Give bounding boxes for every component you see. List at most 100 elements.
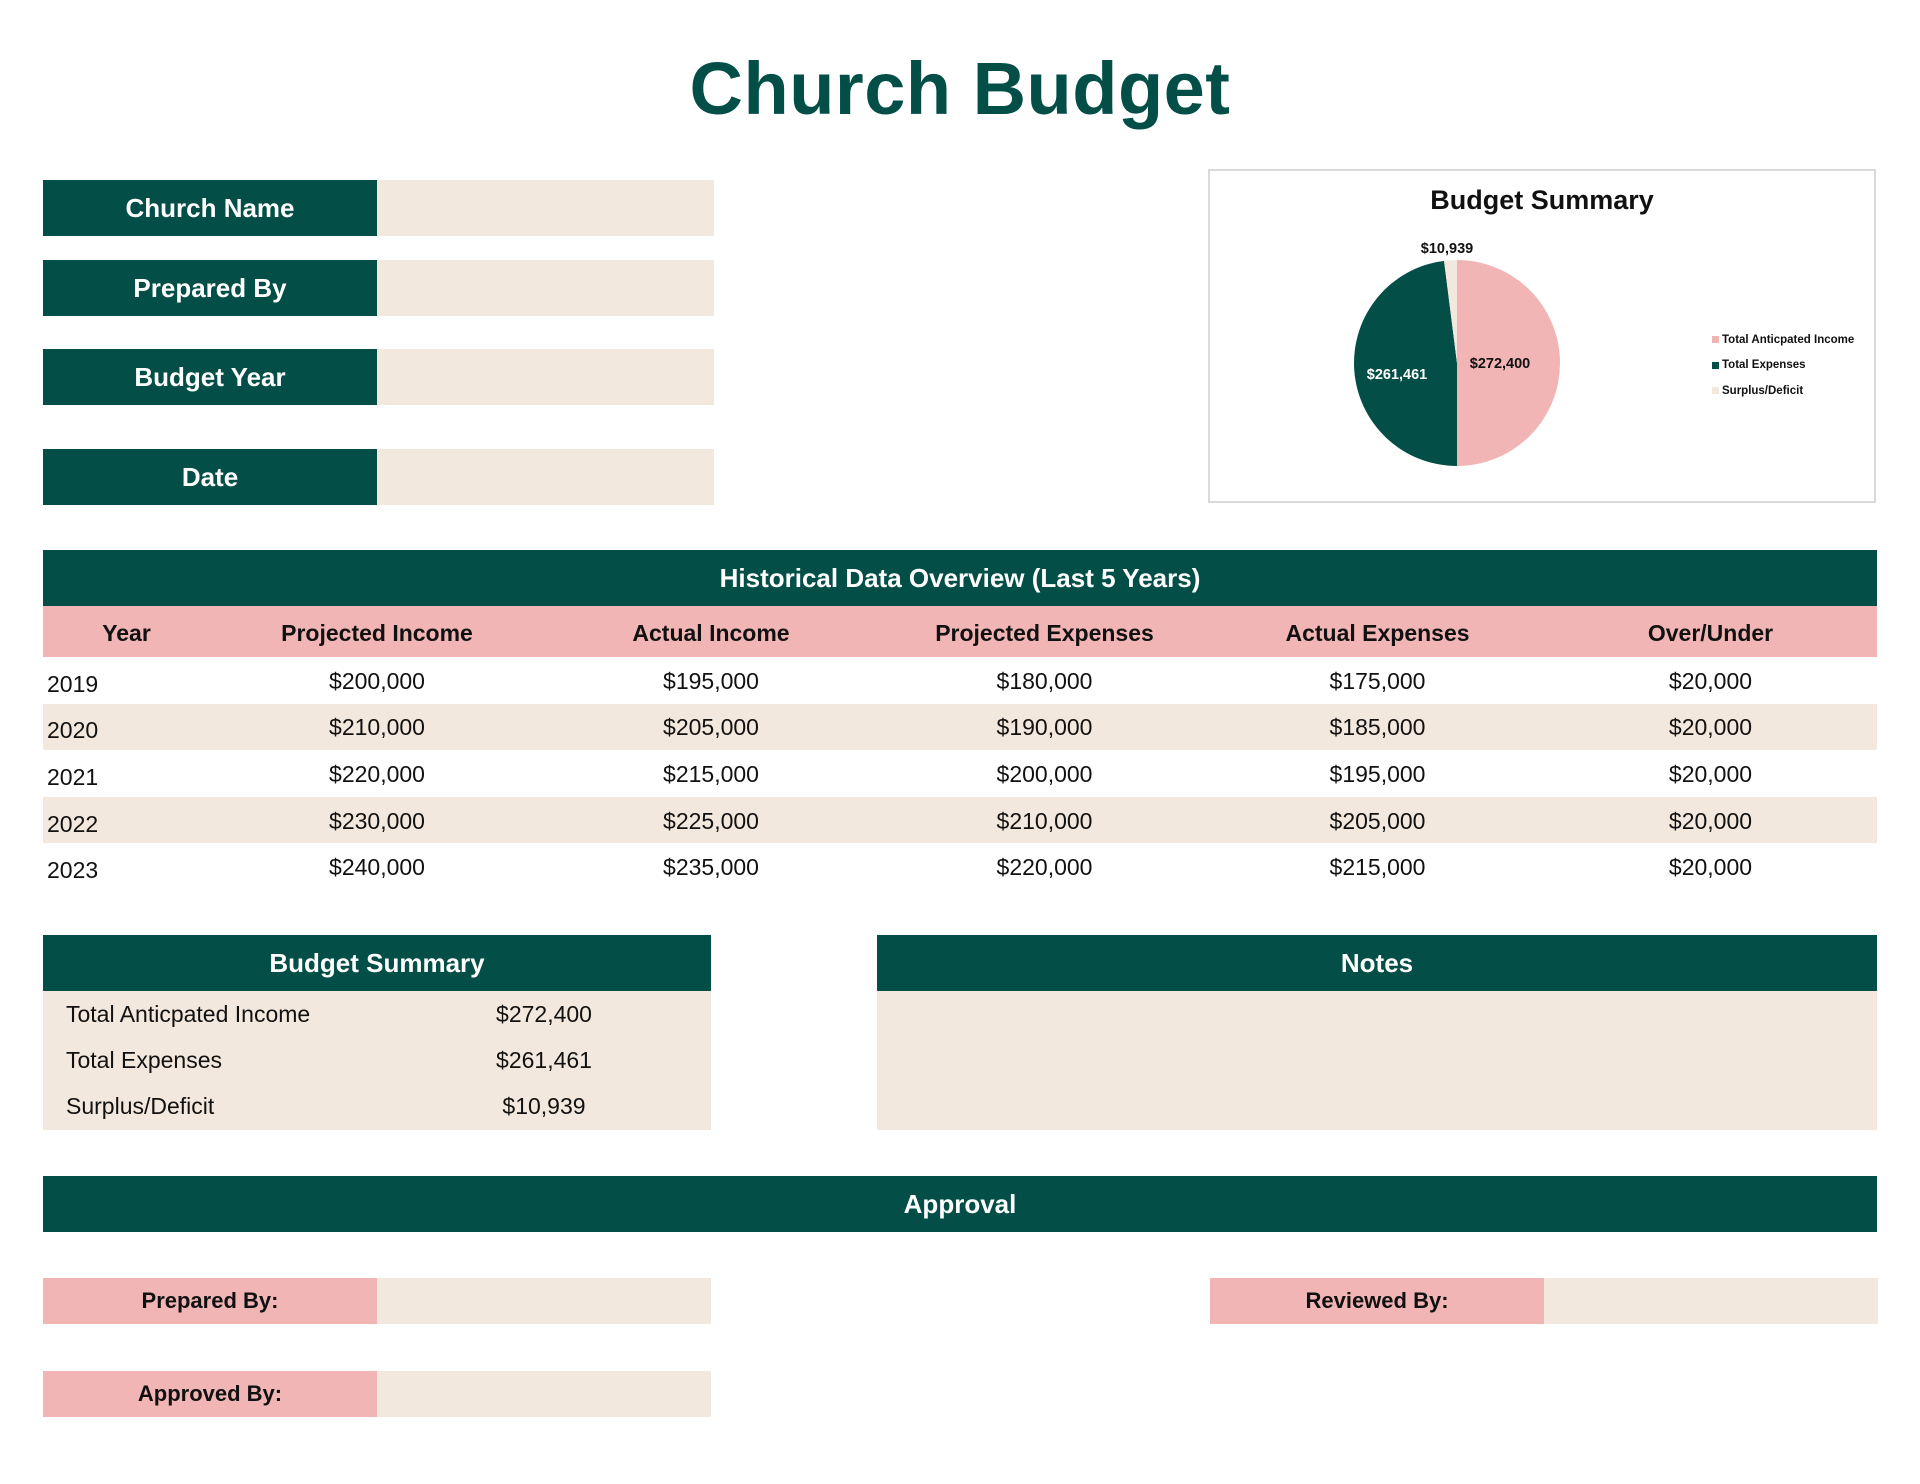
slice-label-expenses: $261,461 xyxy=(1367,367,1427,383)
legend-label-expenses: Total Expenses xyxy=(1722,359,1806,372)
column-header-year: Year xyxy=(43,606,210,657)
prepared-by-field: Prepared By xyxy=(43,260,714,316)
cell-actual-income: $215,000 xyxy=(663,760,759,787)
cell-over-under: $20,000 xyxy=(1544,796,1877,844)
cell-actual-expenses: $175,000 xyxy=(1329,667,1426,694)
pie-slice-expenses xyxy=(1353,260,1457,466)
cell-projected-income: $240,000 xyxy=(329,854,425,881)
cell-actual-expenses: $195,000 xyxy=(1329,760,1426,787)
cell-year: 2023 xyxy=(47,857,99,884)
chart-title: Budget Summary xyxy=(1430,185,1654,215)
approval-approved-by-input[interactable] xyxy=(377,1371,711,1417)
approval-approved-by-field: Approved By: xyxy=(43,1371,711,1417)
approval-reviewed-by-field: Reviewed By: xyxy=(1210,1278,1878,1324)
table-row: 2021 $220,000 $215,000 $200,000 $195,000… xyxy=(43,750,1877,797)
cell-projected-income: $230,000 xyxy=(210,796,544,844)
slice-label-income: $272,400 xyxy=(1470,356,1530,372)
cell-actual-expenses: $205,000 xyxy=(1211,796,1544,844)
church-name-input[interactable] xyxy=(377,180,714,236)
budget-year-field: Budget Year xyxy=(43,349,714,405)
cell-projected-expenses: $180,000 xyxy=(996,667,1093,694)
approval-header: Approval xyxy=(43,1176,1877,1232)
cell-year: 2019 xyxy=(47,670,99,697)
cell-projected-expenses: $200,000 xyxy=(996,760,1093,787)
summary-value: $261,461 xyxy=(496,1046,592,1073)
cell-year: 2021 xyxy=(47,763,99,790)
legend-item-expenses: Total Expenses xyxy=(1712,353,1854,379)
historical-data-header: Historical Data Overview (Last 5 Years) xyxy=(43,550,1877,606)
cell-actual-expenses: $185,000 xyxy=(1211,703,1544,751)
legend-item-income: Total Anticpated Income xyxy=(1712,327,1854,353)
church-name-label: Church Name xyxy=(43,180,377,236)
summary-row-surplus: Surplus/Deficit $10,939 xyxy=(43,1084,711,1130)
date-label: Date xyxy=(43,449,377,505)
notes-textarea[interactable] xyxy=(877,991,1877,1130)
page-title: Church Budget xyxy=(689,47,1231,130)
legend-label-income: Total Anticpated Income xyxy=(1722,333,1855,346)
approval-prepared-by-field: Prepared By: xyxy=(43,1278,711,1324)
legend-swatch-expenses xyxy=(1712,361,1719,369)
pie-slice-surplus xyxy=(1444,260,1457,363)
approval-reviewed-by-label: Reviewed By: xyxy=(1210,1278,1544,1324)
summary-label: Total Anticpated Income xyxy=(66,1000,311,1027)
legend-item-surplus: Surplus/Deficit xyxy=(1712,378,1854,404)
cell-actual-expenses: $215,000 xyxy=(1329,854,1426,881)
prepared-by-input[interactable] xyxy=(377,260,714,316)
cell-actual-income: $195,000 xyxy=(663,667,759,694)
approval-prepared-by-label: Prepared By: xyxy=(43,1278,377,1324)
summary-row-income: Total Anticpated Income $272,400 xyxy=(43,991,711,1037)
approval-prepared-by-input[interactable] xyxy=(377,1278,711,1324)
legend-swatch-income xyxy=(1712,336,1719,344)
date-input[interactable] xyxy=(377,449,714,505)
church-name-field: Church Name xyxy=(43,180,714,236)
prepared-by-label: Prepared By xyxy=(43,260,377,316)
summary-value: $272,400 xyxy=(496,1000,592,1027)
summary-row-expenses: Total Expenses $261,461 xyxy=(43,1037,711,1083)
table-row: 2020 $210,000 $205,000 $190,000 $185,000… xyxy=(43,703,1877,751)
budget-year-label: Budget Year xyxy=(43,349,377,405)
column-header-actual-expenses: Actual Expenses xyxy=(1211,606,1544,657)
notes-header: Notes xyxy=(877,935,1877,991)
cell-over-under: $20,000 xyxy=(1668,760,1753,787)
cell-actual-income: $205,000 xyxy=(544,703,878,751)
column-header-projected-income: Projected Income xyxy=(210,606,544,657)
slice-label-surplus: $10,939 xyxy=(1421,241,1473,257)
column-header-over-under: Over/Under xyxy=(1544,606,1877,657)
budget-summary-table: Total Anticpated Income $272,400 Total E… xyxy=(43,991,711,1130)
summary-value: $10,939 xyxy=(502,1093,586,1120)
budget-summary-header: Budget Summary xyxy=(43,935,711,991)
column-header-actual-income: Actual Income xyxy=(544,606,878,657)
cell-actual-income: $235,000 xyxy=(663,854,759,881)
cell-year: 2020 xyxy=(43,703,210,751)
pie-chart: $272,400 $261,461 $10,939 xyxy=(1353,241,1560,466)
legend-label-surplus: Surplus/Deficit xyxy=(1722,384,1804,397)
cell-over-under: $20,000 xyxy=(1544,703,1877,751)
approval-approved-by-label: Approved By: xyxy=(43,1371,377,1417)
pie-slices xyxy=(1353,260,1560,466)
cell-projected-expenses: $190,000 xyxy=(878,703,1211,751)
column-header-projected-expenses: Projected Expenses xyxy=(878,606,1211,657)
pie-slice-income xyxy=(1457,260,1560,466)
table-row: 2023 $240,000 $235,000 $220,000 $215,000… xyxy=(43,843,1877,890)
table-row: 2019 $200,000 $195,000 $180,000 $175,000… xyxy=(43,657,1877,704)
budget-summary-chart: Budget Summary $272,400 $261,461 $10,939… xyxy=(1208,169,1876,503)
summary-label: Surplus/Deficit xyxy=(66,1093,215,1120)
budget-year-input[interactable] xyxy=(377,349,714,405)
cell-projected-income: $200,000 xyxy=(329,667,425,694)
cell-over-under: $20,000 xyxy=(1668,667,1753,694)
cell-projected-expenses: $210,000 xyxy=(878,796,1211,844)
summary-label: Total Expenses xyxy=(66,1046,222,1073)
date-field: Date xyxy=(43,449,714,505)
cell-projected-income: $220,000 xyxy=(329,760,425,787)
cell-year: 2022 xyxy=(43,796,210,844)
cell-projected-expenses: $220,000 xyxy=(996,854,1093,881)
cell-projected-income: $210,000 xyxy=(210,703,544,751)
chart-legend: Total Anticpated Income Total Expenses S… xyxy=(1712,327,1854,404)
table-row: 2022 $230,000 $225,000 $210,000 $205,000… xyxy=(43,796,1877,844)
historical-data-table: Year Projected Income Actual Income Proj… xyxy=(43,606,1877,890)
cell-over-under: $20,000 xyxy=(1668,854,1753,881)
table-header-row: Year Projected Income Actual Income Proj… xyxy=(43,606,1877,657)
approval-reviewed-by-input[interactable] xyxy=(1544,1278,1878,1324)
legend-swatch-surplus xyxy=(1712,387,1719,395)
cell-actual-income: $225,000 xyxy=(544,796,878,844)
